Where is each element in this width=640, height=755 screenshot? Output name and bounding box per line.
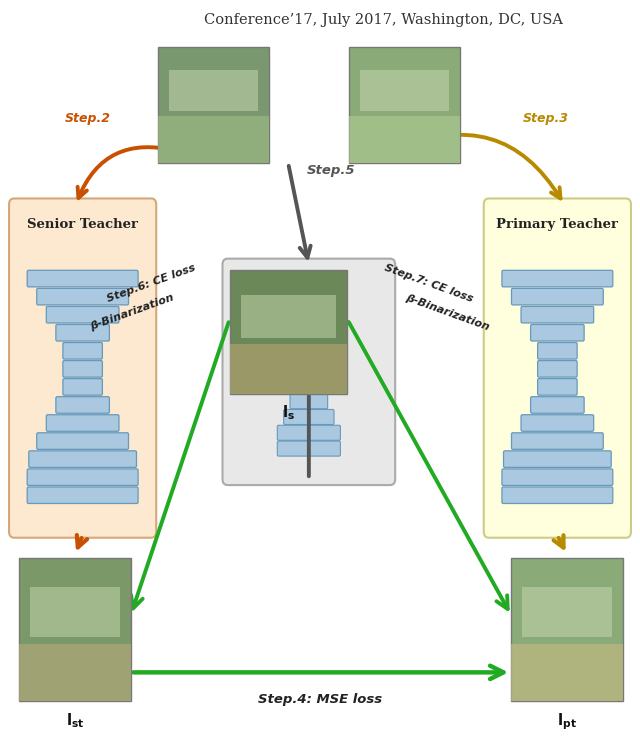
Bar xyxy=(349,47,460,163)
FancyBboxPatch shape xyxy=(27,487,138,504)
Bar xyxy=(157,47,269,163)
Text: Step.6: CE loss: Step.6: CE loss xyxy=(106,263,197,304)
Text: $\mathbf{l_{st}}$: $\mathbf{l_{st}}$ xyxy=(66,711,84,730)
Text: Step.5: Step.5 xyxy=(307,165,356,177)
FancyBboxPatch shape xyxy=(521,307,594,323)
FancyBboxPatch shape xyxy=(46,414,119,431)
Text: Step.7: CE loss: Step.7: CE loss xyxy=(383,263,474,304)
Text: β-Binarization: β-Binarization xyxy=(404,292,491,332)
Text: Conference’17, July 2017, Washington, DC, USA: Conference’17, July 2017, Washington, DC… xyxy=(204,13,563,26)
FancyBboxPatch shape xyxy=(290,347,328,362)
Bar xyxy=(360,70,449,111)
Bar xyxy=(19,644,131,701)
FancyBboxPatch shape xyxy=(63,343,102,359)
Bar xyxy=(169,70,258,111)
FancyBboxPatch shape xyxy=(9,199,156,538)
FancyBboxPatch shape xyxy=(63,378,102,395)
Text: Step.2: Step.2 xyxy=(65,112,111,125)
FancyBboxPatch shape xyxy=(502,270,613,287)
FancyBboxPatch shape xyxy=(511,288,604,305)
FancyBboxPatch shape xyxy=(29,451,136,467)
Text: Primary Teacher: Primary Teacher xyxy=(497,218,618,231)
Text: $\mathbf{l_{pt}}$: $\mathbf{l_{pt}}$ xyxy=(557,711,577,732)
Bar xyxy=(19,558,131,701)
Bar xyxy=(157,116,269,163)
FancyBboxPatch shape xyxy=(295,362,323,378)
FancyBboxPatch shape xyxy=(46,307,119,323)
FancyBboxPatch shape xyxy=(284,409,334,424)
FancyBboxPatch shape xyxy=(284,331,334,346)
FancyBboxPatch shape xyxy=(223,259,395,485)
Bar xyxy=(30,587,120,636)
FancyBboxPatch shape xyxy=(538,343,577,359)
FancyBboxPatch shape xyxy=(290,393,328,408)
FancyBboxPatch shape xyxy=(538,361,577,378)
Text: Step.4: MSE loss: Step.4: MSE loss xyxy=(258,693,382,707)
FancyBboxPatch shape xyxy=(63,361,102,378)
FancyBboxPatch shape xyxy=(277,441,340,456)
FancyBboxPatch shape xyxy=(531,325,584,341)
Bar xyxy=(349,116,460,163)
FancyBboxPatch shape xyxy=(27,270,138,287)
Bar xyxy=(230,270,348,394)
FancyBboxPatch shape xyxy=(504,451,611,467)
FancyBboxPatch shape xyxy=(277,315,340,330)
Bar xyxy=(511,644,623,701)
Bar xyxy=(230,344,348,394)
FancyBboxPatch shape xyxy=(295,378,323,393)
FancyBboxPatch shape xyxy=(36,288,129,305)
FancyBboxPatch shape xyxy=(531,396,584,413)
Bar xyxy=(511,558,623,701)
FancyBboxPatch shape xyxy=(538,378,577,395)
Bar xyxy=(241,294,335,338)
FancyBboxPatch shape xyxy=(56,396,109,413)
Text: Step.3: Step.3 xyxy=(524,112,569,125)
FancyBboxPatch shape xyxy=(36,433,129,449)
FancyBboxPatch shape xyxy=(521,414,594,431)
FancyBboxPatch shape xyxy=(502,487,613,504)
FancyBboxPatch shape xyxy=(27,469,138,485)
Text: Student: Student xyxy=(278,279,340,294)
FancyBboxPatch shape xyxy=(277,425,340,440)
FancyBboxPatch shape xyxy=(484,199,631,538)
FancyBboxPatch shape xyxy=(502,469,613,485)
Bar xyxy=(522,587,612,636)
Text: β-Binarization: β-Binarization xyxy=(89,292,175,332)
FancyBboxPatch shape xyxy=(511,433,604,449)
Text: Senior Teacher: Senior Teacher xyxy=(27,218,138,231)
FancyBboxPatch shape xyxy=(56,325,109,341)
Text: $\mathbf{l_s}$: $\mathbf{l_s}$ xyxy=(282,403,295,422)
